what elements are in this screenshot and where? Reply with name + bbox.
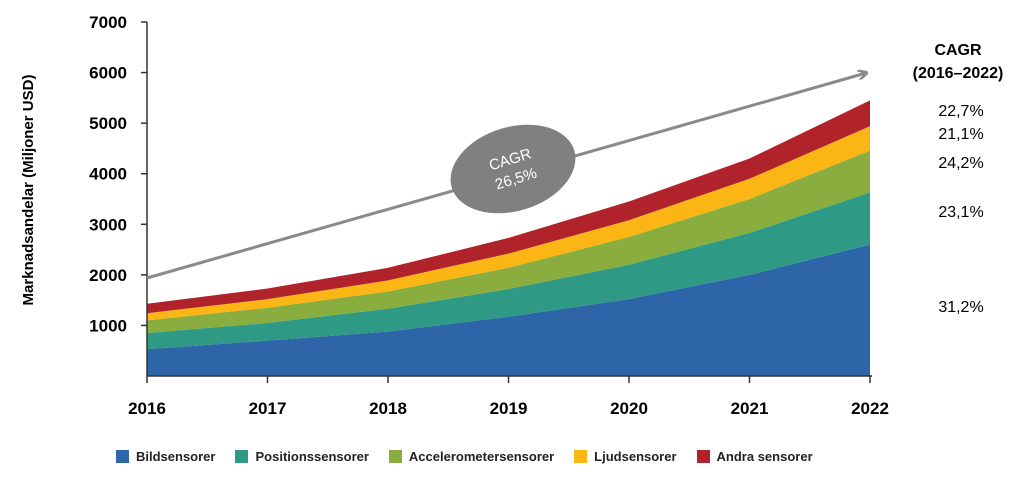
legend-swatch	[696, 450, 710, 463]
area-series-bildsensorer	[147, 244, 870, 376]
legend-swatch	[116, 450, 129, 463]
x-tick-label: 2022	[851, 399, 889, 418]
x-tick-label: 2018	[369, 399, 407, 418]
legend-swatch	[388, 450, 402, 463]
x-tick-label: 2016	[128, 399, 166, 418]
legend-label: Ljudsensorer	[594, 449, 677, 464]
legend-item-andra-sensorer: Andra sensorer	[696, 449, 813, 464]
overall-cagr-bubble: CAGR 26,5%	[450, 124, 576, 214]
legend-label: Accelerometersensorer	[408, 449, 555, 464]
y-tick-label: 4000	[89, 165, 127, 184]
y-tick-label: 2000	[89, 266, 127, 285]
x-tick-label: 2021	[731, 399, 769, 418]
x-ticks-group: 2016 2017 2018 2019 2020 2021 2022	[128, 376, 889, 418]
y-ticks-group: 1000 2000 3000 4000 5000 6000 7000	[89, 13, 147, 335]
x-tick-label: 2019	[490, 399, 528, 418]
y-axis-label: Marknadsandelar (Miljoner USD)	[20, 75, 37, 306]
legend-item-accelerometersensorer: Accelerometersensorer	[388, 449, 555, 464]
cagr-header-line1: CAGR	[934, 42, 982, 59]
cagr-header-line2: (2016–2022)	[913, 65, 1004, 82]
y-tick-label: 3000	[89, 215, 127, 234]
legend-label: Andra sensorer	[716, 449, 813, 464]
legend-swatch	[574, 450, 588, 463]
legend-item-positionssensorer: Positionssensorer	[235, 449, 369, 464]
legend-item-ljudsensorer: Ljudsensorer	[574, 449, 677, 464]
y-tick-label: 5000	[89, 114, 127, 133]
cagr-value-position: 23,1%	[938, 204, 983, 221]
x-tick-label: 2020	[610, 399, 648, 418]
legend: Bildsensorer Positionssensorer Accelerom…	[116, 449, 833, 464]
area-series-accelerometersensorer	[147, 150, 870, 333]
area-series-positionssensorer	[147, 192, 870, 350]
legend-label: Bildsensorer	[136, 449, 216, 464]
y-tick-label: 6000	[89, 64, 127, 83]
legend-swatch	[235, 450, 249, 463]
y-tick-label: 1000	[89, 316, 127, 335]
cagr-value-bild: 31,2%	[938, 299, 983, 316]
y-tick-label: 7000	[89, 13, 127, 32]
legend-label: Positionssensorer	[255, 449, 369, 464]
cagr-value-accelerometer: 24,2%	[938, 155, 983, 172]
legend-item-bildsensorer: Bildsensorer	[116, 449, 215, 464]
cagr-value-andra: 22,7%	[938, 103, 983, 120]
area-series-group	[147, 100, 870, 376]
cagr-value-ljud: 21,1%	[938, 126, 983, 143]
x-tick-label: 2017	[249, 399, 287, 418]
